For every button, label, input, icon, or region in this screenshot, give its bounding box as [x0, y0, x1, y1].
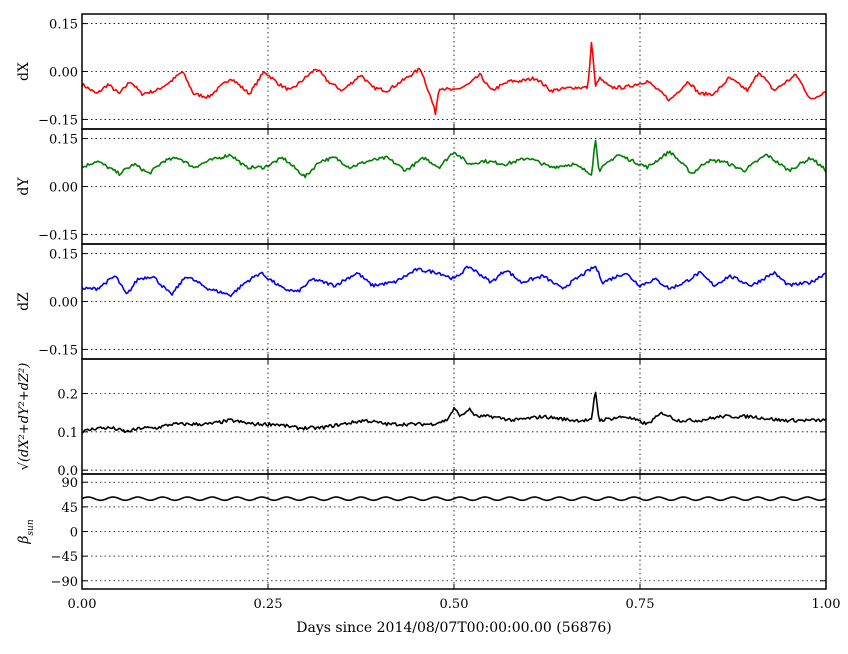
axes-frame [82, 244, 826, 359]
y-tick-label: −0.15 [38, 228, 78, 243]
series-line-2 [82, 140, 826, 177]
y-tick-label: 0.00 [49, 181, 78, 196]
y-tick-label: 0.00 [49, 296, 78, 311]
axes-frame [82, 14, 826, 129]
x-tick-label: 0.50 [440, 597, 469, 612]
y-axis-label: dZ [16, 292, 32, 311]
axes-frame [82, 474, 826, 589]
x-tick-label: 0.25 [254, 597, 283, 612]
y-tick-label: −0.15 [38, 343, 78, 358]
x-tick-label: 0.00 [68, 597, 97, 612]
y-tick-label: 0.15 [49, 18, 78, 33]
y-tick-label: −45 [51, 550, 78, 565]
y-axis-label: dX [16, 62, 32, 81]
y-tick-label: 0.2 [57, 388, 78, 403]
y-tick-label: 0 [70, 526, 78, 541]
y-tick-label: 0.00 [49, 66, 78, 81]
x-tick-label: 1.00 [812, 597, 841, 612]
y-tick-label: 45 [61, 501, 78, 516]
y-axis-label: √(dX²+dY²+dZ²) [17, 363, 32, 471]
series-line-1 [82, 43, 826, 115]
x-axis-label: Days since 2014/08/07T00:00:00.00 (56876… [296, 620, 611, 636]
y-tick-label: 0.15 [49, 133, 78, 148]
axes-frame [82, 359, 826, 474]
x-tick-label: 0.75 [626, 597, 655, 612]
axes-frame [82, 129, 826, 244]
y-tick-label: 90 [61, 476, 78, 491]
y-axis-label: dY [16, 177, 32, 196]
y-tick-label: −90 [51, 575, 78, 590]
y-tick-label: 0.1 [57, 426, 78, 441]
y-tick-label: −0.15 [38, 113, 78, 128]
y-axis-label: βsun [16, 519, 36, 545]
y-tick-label: 0.15 [49, 248, 78, 263]
